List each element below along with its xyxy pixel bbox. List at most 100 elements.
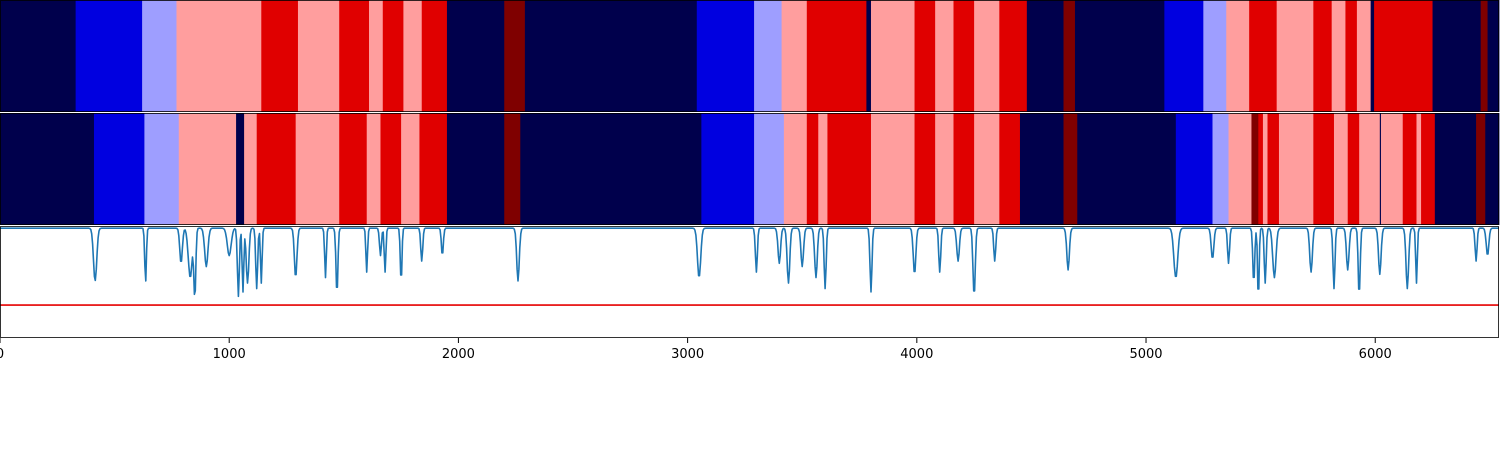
x-tick-label: 4000 — [900, 347, 933, 362]
heatmap-segment — [1262, 113, 1268, 225]
heatmap-segment — [446, 113, 505, 225]
heatmap-segment — [953, 113, 975, 225]
heatmap-segment — [380, 113, 402, 225]
heatmap-track-bottom — [0, 113, 1500, 225]
heatmap-segment — [974, 0, 1000, 112]
heatmap-segment — [870, 0, 915, 112]
heatmap-segment — [178, 113, 237, 225]
heatmap-segment — [1416, 113, 1422, 225]
x-tick-label: 3000 — [671, 347, 704, 362]
panel-frame — [0, 113, 1499, 225]
heatmap-segment — [1434, 113, 1477, 225]
x-tick-label: 2000 — [442, 347, 475, 362]
x-tick-label: 1000 — [213, 347, 246, 362]
heatmap-segment — [1278, 113, 1314, 225]
heatmap-segment — [520, 113, 702, 225]
heatmap-segment — [1487, 0, 1500, 112]
heatmap-segment — [783, 113, 808, 225]
heatmap-segment — [1333, 113, 1349, 225]
heatmap-segment — [1432, 0, 1482, 112]
heatmap-segment — [1380, 113, 1404, 225]
heatmap-segment — [421, 0, 448, 112]
heatmap-segment — [504, 113, 521, 225]
heatmap-segment — [176, 0, 262, 112]
heatmap-segment — [1164, 0, 1204, 112]
heatmap-segment — [1063, 0, 1076, 112]
heatmap-segment — [953, 0, 975, 112]
heatmap-segment — [295, 113, 340, 225]
heatmap-segment — [369, 0, 384, 112]
heatmap-segment — [1212, 113, 1229, 225]
heatmap-segment — [999, 0, 1028, 112]
x-tick-label: 5000 — [1129, 347, 1162, 362]
heatmap-segment — [382, 0, 404, 112]
heatmap-segment — [1313, 0, 1333, 112]
heatmap-segment — [75, 0, 143, 112]
heatmap-segment — [366, 113, 381, 225]
heatmap-segment — [1203, 0, 1227, 112]
heatmap-track-top — [0, 0, 1500, 112]
heatmap-segment — [1267, 113, 1280, 225]
heatmap-segment — [1251, 113, 1259, 225]
x-tick-label: 6000 — [1359, 347, 1392, 362]
heatmap-segment — [1019, 113, 1064, 225]
heatmap-segment — [754, 0, 782, 112]
line-panel — [0, 227, 1499, 306]
panel-frame — [0, 226, 1499, 338]
heatmap-segment — [93, 113, 145, 225]
heatmap-segment — [1026, 0, 1064, 112]
heatmap-segment — [339, 0, 370, 112]
heatmap-segment — [806, 0, 867, 112]
heatmap-segment — [446, 0, 505, 112]
heatmap-segment — [827, 113, 872, 225]
heatmap-segment — [256, 113, 297, 225]
heatmap-segment — [1258, 113, 1264, 225]
heatmap-segment — [974, 113, 1000, 225]
heatmap-segment — [701, 113, 755, 225]
heatmap-segment — [1345, 0, 1358, 112]
heatmap-segment — [1276, 0, 1314, 112]
heatmap-segment — [142, 0, 177, 112]
heatmap-segment — [236, 113, 245, 225]
heatmap-segment — [935, 0, 954, 112]
heatmap-segment — [781, 0, 808, 112]
heatmap-segment — [1370, 0, 1375, 112]
heatmap-segment — [1313, 113, 1335, 225]
heatmap-segment — [806, 113, 819, 225]
heatmap-segment — [1379, 113, 1382, 225]
heatmap-segment — [1175, 113, 1213, 225]
heatmap-segment — [1226, 0, 1250, 112]
heatmap-segment — [1402, 113, 1417, 225]
heatmap-segment — [1347, 113, 1360, 225]
heatmap-segment — [524, 0, 698, 112]
heatmap-segment — [1074, 0, 1165, 112]
heatmap-segment — [866, 0, 872, 112]
heatmap-segment — [1421, 113, 1436, 225]
heatmap-segment — [914, 113, 936, 225]
heatmap-segment — [244, 113, 258, 225]
panel-frames — [0, 0, 1500, 338]
heatmap-segment — [297, 0, 340, 112]
heatmap-segment — [1480, 0, 1488, 112]
heatmap-segment — [0, 113, 95, 225]
x-axis: 0 1000 2000 3000 4000 5000 6000 — [0, 338, 1392, 362]
heatmap-segment — [914, 0, 936, 112]
heatmap-segment — [754, 113, 785, 225]
heatmap-segment — [1331, 0, 1346, 112]
heatmap-segment — [870, 113, 915, 225]
heatmap-segment — [403, 0, 423, 112]
heatmap-segment — [1485, 113, 1500, 225]
heatmap-segment — [419, 113, 448, 225]
heatmap-segment — [1063, 113, 1078, 225]
heatmap-segment — [1374, 0, 1399, 112]
heatmap-segment — [935, 113, 954, 225]
heatmap-segment — [261, 0, 299, 112]
x-tick-label: 0 — [0, 347, 4, 362]
heatmap-segment — [1398, 0, 1433, 112]
heatmap-segment — [696, 0, 755, 112]
heatmap-segment — [1077, 113, 1177, 225]
heatmap-segment — [1476, 113, 1486, 225]
heatmap-segment — [1356, 0, 1372, 112]
heatmap-segment — [401, 113, 420, 225]
